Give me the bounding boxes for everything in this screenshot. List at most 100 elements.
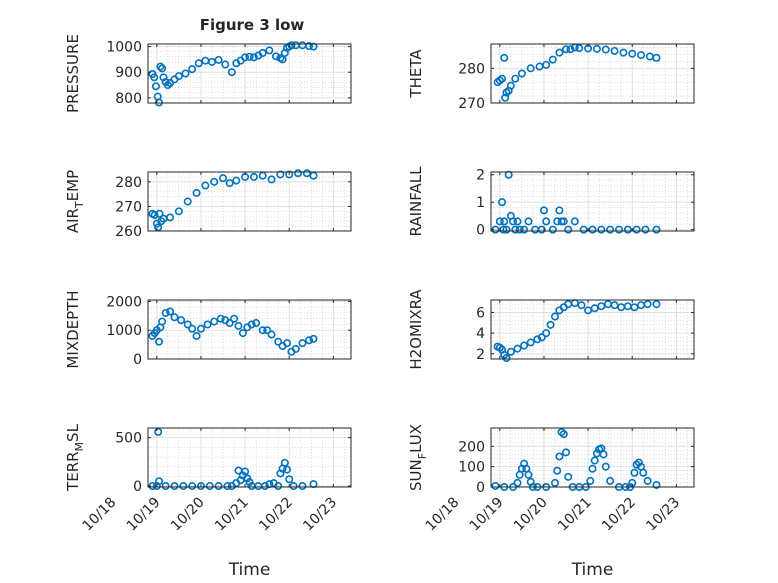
terr_msl-ylabel-suffix: SL — [64, 423, 82, 442]
h2omixra-axes-box — [490, 299, 695, 360]
terr_msl-ylabel-subscript: M — [73, 442, 86, 452]
theta-point — [652, 53, 661, 62]
h2omixra-ytick-label: 2 — [476, 347, 485, 363]
sun_flux-ytick-label: 100 — [458, 460, 485, 476]
rainfall-point — [539, 206, 548, 215]
terr_msl-point — [214, 482, 223, 491]
terr_msl-point — [274, 482, 283, 491]
air_temp-ylabel-main: AIR — [64, 208, 82, 233]
mixdepth-ylabel: MIXDEPTH — [64, 290, 82, 368]
sun_flux-point — [553, 466, 562, 475]
theta-ylabel-main: THETA — [407, 49, 425, 99]
mixdepth-point — [170, 313, 179, 322]
mixdepth-point — [267, 330, 276, 339]
air_temp-point — [210, 177, 219, 186]
sun_flux-ylabel-suffix: LUX — [407, 424, 425, 453]
mixdepth-point — [263, 326, 272, 335]
pressure-ylabel-main: PRESSURE — [64, 34, 82, 113]
rainfall-point — [495, 217, 504, 226]
air_temp-ytick-label: 260 — [115, 224, 142, 240]
sun_flux-point — [652, 480, 661, 489]
air_temp-point — [183, 197, 192, 206]
pressure-point — [181, 69, 190, 78]
air_temp-point — [201, 181, 210, 190]
rainfall-ytick-label: 1 — [476, 195, 485, 211]
rainfall-point — [555, 206, 564, 215]
air_temp-ytick-label: 270 — [115, 199, 142, 215]
rainfall-point — [588, 225, 597, 234]
mixdepth-point — [252, 319, 261, 328]
terr_msl-point — [196, 482, 205, 491]
terr_msl-point — [154, 427, 163, 436]
sun_flux-point — [557, 428, 566, 437]
pressure-point — [194, 59, 203, 68]
h2omixra-point — [513, 344, 522, 353]
pressure-point — [221, 60, 230, 69]
mixdepth-axes-box — [147, 299, 352, 360]
terr_msl-axes-box — [147, 427, 352, 488]
mixdepth-point — [177, 316, 186, 325]
mixdepth-point — [238, 329, 247, 338]
mixdepth-point — [225, 319, 234, 328]
theta-axes-box — [490, 43, 695, 104]
mixdepth-point — [298, 339, 307, 348]
pressure-point — [305, 42, 314, 51]
mixdepth-point — [274, 337, 283, 346]
air_temp-point — [294, 169, 303, 178]
rainfall-point — [623, 225, 632, 234]
sun_flux-ylabel: SUNFLUX — [407, 424, 429, 491]
terr_msl-point — [179, 482, 188, 491]
rainfall-point — [579, 225, 588, 234]
mixdepth-point — [210, 317, 219, 326]
mixdepth-point — [155, 337, 164, 346]
sun_flux-point — [559, 430, 568, 439]
terr_msl-ytick-label: 500 — [115, 431, 142, 447]
rainfall-point — [542, 217, 551, 226]
rainfall-point — [548, 225, 557, 234]
pressure-point — [258, 48, 267, 57]
pressure-ytick-label: 900 — [115, 65, 142, 81]
h2omixra-point — [520, 341, 529, 350]
mixdepth-point — [283, 339, 292, 348]
air_temp-ylabel-subscript: T — [73, 201, 86, 209]
rainfall-point — [641, 225, 650, 234]
h2omixra-ytick-label: 4 — [476, 326, 485, 342]
h2omixra-point — [643, 300, 652, 309]
pressure-point — [163, 81, 172, 90]
rainfall-point — [537, 225, 546, 234]
sun_flux-xlabel: Time — [571, 560, 614, 580]
mixdepth-point — [158, 317, 167, 326]
mixdepth-point — [234, 321, 243, 330]
mixdepth-point — [192, 331, 201, 340]
sun_flux-ylabel-subscript: F — [416, 453, 429, 459]
air_temp-point — [150, 211, 159, 220]
theta-point — [592, 44, 601, 53]
terr_msl-point — [280, 458, 289, 467]
rainfall-point — [520, 225, 529, 234]
air_temp-point — [249, 172, 258, 181]
figure-title: Figure 3 low — [200, 16, 305, 34]
sun_flux-point — [550, 478, 559, 487]
terr_msl-ytick-label: 0 — [133, 479, 142, 495]
h2omixra-point — [546, 320, 555, 329]
sun_flux-point — [632, 460, 641, 469]
rainfall-point — [632, 225, 641, 234]
h2omixra-point — [502, 353, 511, 362]
mixdepth-ylabel-main: MIXDEPTH — [64, 290, 82, 368]
theta-point — [498, 74, 507, 83]
theta-point — [619, 48, 628, 57]
theta-point — [562, 45, 571, 54]
theta-point — [506, 81, 515, 90]
sun_flux-ytick-label: 0 — [476, 480, 485, 496]
mixdepth-point — [166, 307, 175, 316]
mixdepth-point — [247, 320, 256, 329]
pressure-point — [151, 82, 160, 91]
rainfall-point — [597, 225, 606, 234]
sun_flux-ylabel-main: SUN — [407, 459, 425, 491]
pressure-ytick-label: 800 — [115, 91, 142, 107]
pressure-point — [155, 98, 164, 107]
terr_msl-xlabel: Time — [228, 560, 271, 580]
theta-point — [601, 45, 610, 54]
h2omixra-ylabel-main: H2OMIXRA — [407, 289, 425, 370]
